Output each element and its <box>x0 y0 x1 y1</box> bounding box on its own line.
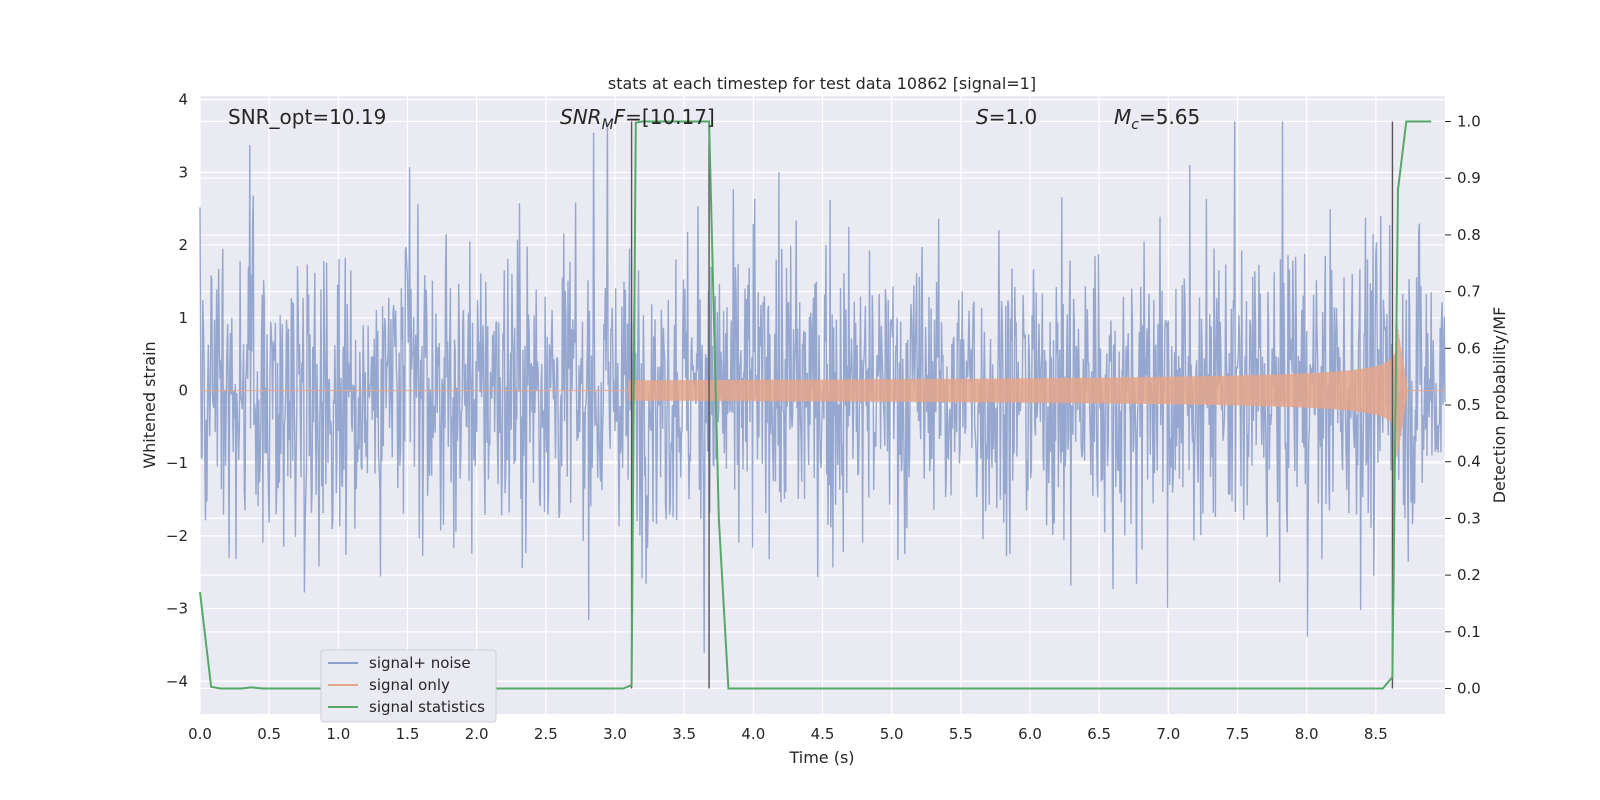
x-tick-label: 1.5 <box>396 725 420 743</box>
y-right-tick-label: 1.0 <box>1457 113 1481 131</box>
y-tick-label: −1 <box>166 454 188 472</box>
y-right-tick-label: 0.4 <box>1457 453 1481 471</box>
legend-label-signal-noise: signal+ noise <box>369 654 471 672</box>
legend-label-signal-statistics: signal statistics <box>369 698 485 716</box>
y-tick-label: −2 <box>166 527 188 545</box>
x-tick-label: 6.5 <box>1087 725 1111 743</box>
y-tick-label: −4 <box>166 672 188 690</box>
y-right-tick-label: 0.6 <box>1457 339 1481 357</box>
x-axis-label: Time (s) <box>788 748 854 767</box>
y-right-tick-label: 0.8 <box>1457 226 1481 244</box>
x-tick-label: 0.0 <box>188 725 212 743</box>
x-tick-label: 5.5 <box>949 725 973 743</box>
x-tick-label: 3.5 <box>672 725 696 743</box>
y-tick-label: 1 <box>178 309 188 327</box>
x-tick-label: 7.5 <box>1226 725 1250 743</box>
y-right-tick-label: 0.1 <box>1457 623 1481 641</box>
s-main: S <box>976 105 989 129</box>
y-right-tick-label: 0.2 <box>1457 566 1481 584</box>
x-tick-label: 8.0 <box>1295 725 1319 743</box>
s-value: =1.0 <box>989 105 1038 129</box>
signal-only-line <box>200 325 1445 458</box>
y-tick-labels: 4 3 2 1 0 −1 −2 −3 −4 <box>166 91 188 691</box>
annotation-snr-mf: SNRMF=[10.17] <box>560 105 715 133</box>
y-tick-label: −3 <box>166 600 188 618</box>
y-tick-label: 3 <box>178 163 188 181</box>
x-tick-label: 2.5 <box>534 725 558 743</box>
legend: signal+ noise signal only signal statist… <box>320 649 497 723</box>
y-right-axis-label: Detection probability/MF <box>1490 307 1509 504</box>
mc-sub: c <box>1131 117 1139 133</box>
x-tick-label: 7.0 <box>1156 725 1180 743</box>
y-right-tick-label: 0.3 <box>1457 509 1481 527</box>
legend-label-signal-only: signal only <box>369 676 450 694</box>
chart-title: stats at each timestep for test data 108… <box>608 74 1036 93</box>
x-tick-label: 6.0 <box>1018 725 1042 743</box>
signal-statistics-line <box>199 120 1432 690</box>
mc-value: =5.65 <box>1139 105 1200 129</box>
x-tick-labels: 0.0 0.5 1.0 1.5 2.0 2.5 3.0 3.5 4.0 4.5 5.0 5.5 6.0 6… <box>188 725 1388 743</box>
y-right-tick-label: 0.9 <box>1457 169 1481 187</box>
annotation-mc: Mc=5.65 <box>1114 105 1200 133</box>
x-tick-label: 0.5 <box>257 725 281 743</box>
x-tick-label: 8.5 <box>1364 725 1388 743</box>
annotation-snr-opt: SNR_opt=10.19 <box>228 105 386 129</box>
y-right-tick-label: 0.7 <box>1457 283 1481 301</box>
y-tick-label: 2 <box>178 236 188 254</box>
snr-mf-value: =[10.17] <box>625 105 715 129</box>
x-tick-label: 3.0 <box>603 725 627 743</box>
signal-statistics-layer <box>199 120 1432 690</box>
y-tick-label: 0 <box>178 381 188 399</box>
y-right-tick-label: 0.0 <box>1457 679 1481 697</box>
y-right-tick-labels: 1.0 0.9 0.8 0.7 0.6 0.5 0.4 0.3 0.2 0.1 0.0 <box>1445 113 1481 697</box>
y-right-tick-label: 0.5 <box>1457 396 1481 414</box>
mc-main: M <box>1114 105 1131 129</box>
series-layer <box>199 121 1446 653</box>
y-tick-label: 4 <box>178 91 188 109</box>
annotation-s: S=1.0 <box>976 105 1037 129</box>
x-tick-label: 4.0 <box>741 725 765 743</box>
legend-box <box>320 649 497 723</box>
x-tick-label: 2.0 <box>465 725 489 743</box>
y-axis-label: Whitened strain <box>140 341 159 468</box>
x-tick-label: 4.5 <box>811 725 835 743</box>
snr-mf-italic: F <box>614 105 626 129</box>
x-tick-label: 1.0 <box>326 725 350 743</box>
snr-mf-sub: M <box>602 117 614 133</box>
x-tick-label: 5.0 <box>880 725 904 743</box>
snr-mf-main: SNR <box>560 105 602 129</box>
